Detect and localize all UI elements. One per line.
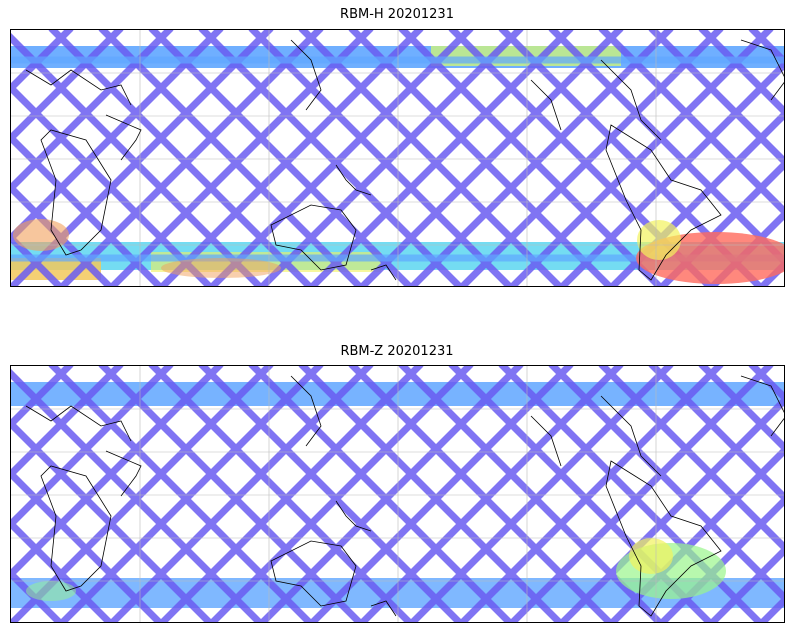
map-panel-rbm-z — [10, 365, 785, 623]
map-title-rbm-h: RBM-H 20201231 — [340, 7, 454, 22]
coastlines-rbm-h — [25, 39, 784, 281]
map-panel-rbm-h — [10, 29, 785, 287]
map-title-rbm-z: RBM-Z 20201231 — [340, 344, 454, 359]
anomaly-south-atlantic-rbm-z — [26, 538, 726, 601]
map-canvas-rbm-z — [11, 366, 784, 622]
map-canvas-rbm-h — [11, 30, 784, 286]
gridlines-rbm-h — [11, 30, 784, 286]
coastlines-rbm-z — [25, 375, 784, 617]
